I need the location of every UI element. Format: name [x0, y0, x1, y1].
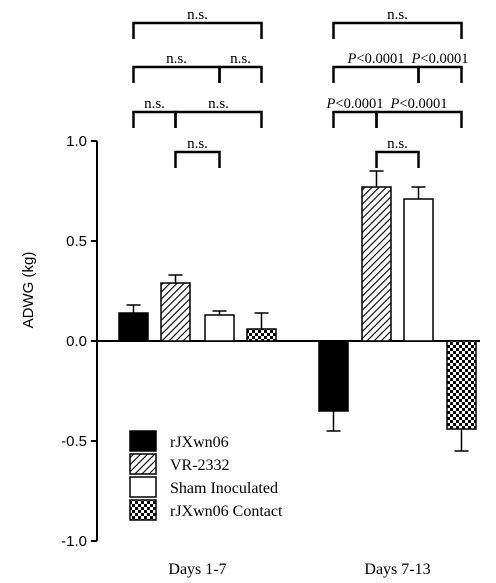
legend-swatch	[129, 453, 157, 475]
significance-bracket	[174, 110, 263, 128]
bar	[361, 186, 392, 342]
legend-swatch	[129, 499, 157, 521]
legend-swatch	[129, 476, 157, 498]
significance-bracket	[332, 21, 463, 39]
significance-bracket	[174, 150, 221, 168]
y-tick-label: -1.0	[61, 533, 87, 550]
x-category-label: Days 7-13	[364, 561, 430, 578]
significance-label: P<0.0001	[390, 96, 448, 112]
bar	[118, 312, 149, 342]
significance-label: P<0.0001	[411, 51, 469, 67]
significance-brackets: n.s. n.s. n.s. n.s. n.s. n.s. n.s. P<0.0001 P<0.…	[132, 7, 469, 168]
significance-label: n.s.	[387, 7, 408, 23]
bar	[204, 314, 235, 342]
legend-entry: rJXwn06	[170, 434, 229, 451]
significance-bracket	[375, 110, 463, 128]
significance-label: n.s.	[208, 96, 229, 112]
bar	[160, 282, 191, 342]
significance-bracket	[417, 65, 463, 83]
bar	[403, 198, 434, 342]
x-category-label: Days 1-7	[168, 561, 226, 578]
y-tick-label: -0.5	[61, 433, 87, 450]
significance-label: n.s.	[230, 51, 251, 67]
legend-entry: Sham Inoculated	[170, 480, 278, 497]
significance-label: n.s.	[187, 7, 208, 23]
significance-bracket	[332, 110, 378, 128]
significance-label: n.s.	[144, 96, 165, 112]
significance-bracket	[218, 65, 263, 83]
significance-bracket	[132, 110, 177, 128]
bar	[246, 328, 277, 342]
significance-label: n.s.	[387, 136, 408, 152]
significance-label: n.s.	[166, 51, 187, 67]
chart-legend: rJXwn06 VR-2332 Sham Inoculated rJXwn06 Con…	[129, 430, 283, 521]
bar	[318, 340, 349, 412]
legend-entry: rJXwn06 Contact	[170, 503, 283, 520]
y-axis-label: ADWG (kg)	[20, 252, 37, 329]
significance-bracket	[332, 65, 420, 83]
significance-bracket	[132, 21, 263, 39]
significance-label: P<0.0001	[326, 96, 384, 112]
bar	[446, 340, 477, 430]
y-tick-label: 0.0	[66, 333, 87, 350]
y-tick-label: 0.5	[66, 233, 87, 250]
legend-swatch	[129, 430, 157, 452]
significance-bracket	[132, 65, 221, 83]
y-tick-label: 1.0	[66, 133, 87, 150]
bar-series	[118, 170, 477, 452]
significance-label: n.s.	[187, 136, 208, 152]
significance-bracket	[375, 150, 420, 168]
legend-entry: VR-2332	[170, 457, 230, 474]
significance-label: P<0.0001	[347, 51, 405, 67]
